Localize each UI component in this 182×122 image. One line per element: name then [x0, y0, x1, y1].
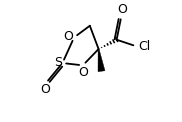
Text: O: O	[78, 66, 88, 79]
Text: Cl: Cl	[138, 40, 151, 53]
Text: O: O	[117, 3, 127, 16]
Text: O: O	[41, 83, 50, 96]
Polygon shape	[98, 49, 105, 72]
Text: O: O	[63, 30, 73, 43]
Text: S: S	[54, 56, 62, 69]
